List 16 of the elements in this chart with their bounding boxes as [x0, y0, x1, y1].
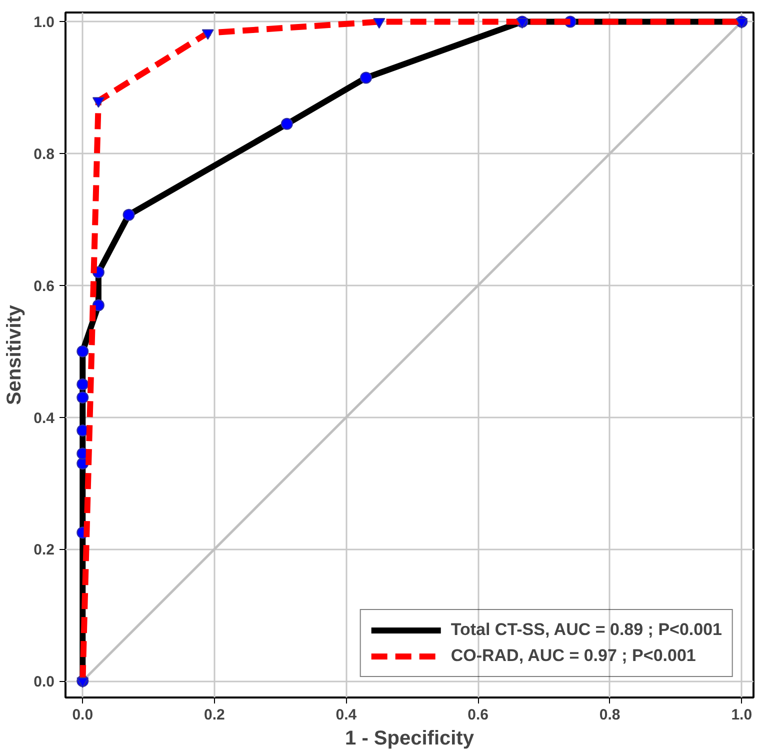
y-tick-label: 0.4 [34, 410, 56, 427]
x-tick-label: 0.2 [204, 706, 225, 724]
x-tick-label: 0.4 [336, 706, 358, 724]
x-tick-label: 0.8 [599, 706, 620, 724]
y-axis-title: Sensitivity [4, 304, 26, 406]
x-tick-label: 1.0 [731, 706, 752, 724]
x-axis-title: 1 - Specificity [345, 728, 475, 750]
y-tick-label: 0.2 [34, 542, 55, 559]
x-tick-label: 0.0 [72, 706, 94, 724]
x-tick-label: 0.6 [468, 706, 488, 724]
y-tick-label: 0.6 [34, 278, 55, 295]
y-tick-label: 0.0 [34, 674, 55, 691]
legend-label: CO-RAD, AUC = 0.97 ; P<0.001 [450, 646, 696, 666]
legend-label: Total CT-SS, AUC = 0.89 ; P<0.001 [450, 620, 722, 640]
y-tick-label: 0.8 [34, 146, 55, 164]
y-tick-label: 1.0 [34, 14, 55, 32]
